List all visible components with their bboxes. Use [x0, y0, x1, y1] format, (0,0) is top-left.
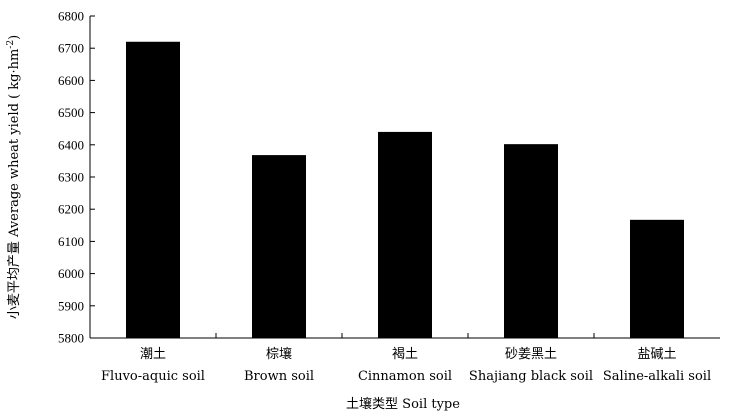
y-tick-label: 6500 — [58, 105, 84, 120]
bar-4 — [504, 144, 558, 338]
x-category-label-zh: 褐土 — [392, 347, 418, 362]
y-tick-label: 6100 — [58, 234, 84, 249]
x-category-label-zh: 潮土 — [140, 347, 166, 362]
x-axis-ticks: 潮土 Fluvo-aquic soil 棕壤 Brown soil 褐土 Cinnamon… — [101, 333, 711, 384]
x-category-label-en: Brown soil — [244, 369, 314, 384]
y-tick-label: 6700 — [58, 41, 84, 56]
y-axis-title-close: ) — [7, 35, 22, 40]
y-tick-label: 6400 — [58, 137, 84, 152]
bar-5 — [630, 219, 684, 338]
x-category-label-en: Cinnamon soil — [358, 369, 452, 384]
y-axis-title-sup: -2 — [6, 40, 16, 49]
x-category-label-zh: 盐碱土 — [637, 347, 676, 362]
y-tick-label: 5800 — [58, 331, 84, 346]
bars — [126, 41, 684, 338]
x-category-label-zh: 棕壤 — [266, 346, 292, 362]
x-category-label-en: Shajiang black soil — [469, 369, 593, 384]
y-tick-label: 6300 — [58, 170, 84, 185]
y-tick-label: 6800 — [58, 9, 84, 24]
y-axis-ticks: 5800 5900 6000 6100 6200 6300 6400 6500 6600 6700… — [58, 9, 95, 346]
y-axis-title: 小麦平均产量 Average wheat yield ( kg·hm-2) — [6, 35, 22, 319]
x-axis-title: 土壤类型 Soil type — [346, 396, 460, 412]
y-tick-label: 5900 — [58, 298, 84, 313]
x-category-label-zh: 砂姜黑土 — [505, 347, 557, 362]
bar-3 — [378, 131, 432, 338]
y-tick-label: 6600 — [58, 73, 84, 88]
x-category-label-en: Fluvo-aquic soil — [101, 369, 205, 384]
y-axis-title-main: 小麦平均产量 Average wheat yield ( kg·hm — [7, 49, 22, 320]
bar-2 — [252, 155, 306, 338]
y-tick-label: 6200 — [58, 202, 84, 217]
x-category-label-en: Saline-alkali soil — [603, 369, 711, 384]
bar-1 — [126, 41, 180, 338]
y-tick-label: 6000 — [58, 266, 84, 281]
